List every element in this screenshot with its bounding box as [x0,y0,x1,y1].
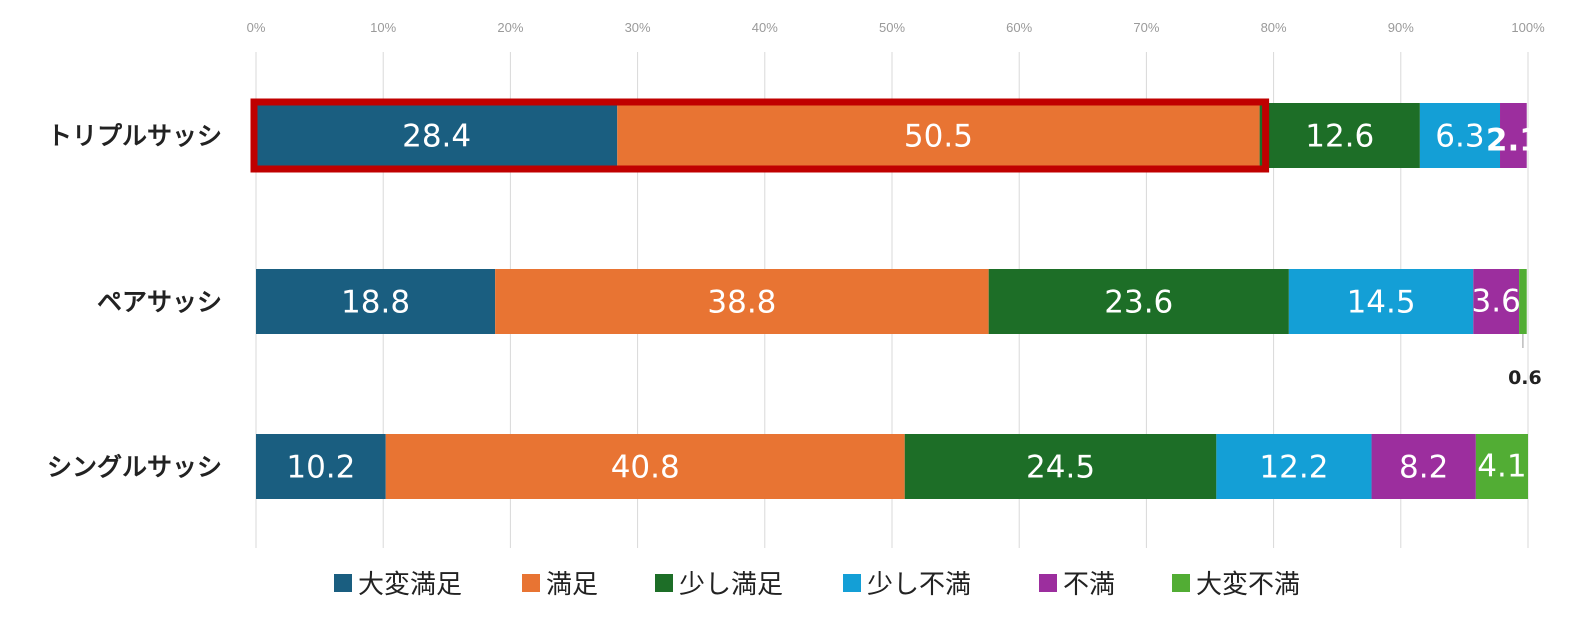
x-tick-label: 100% [1511,20,1545,35]
category-label: ペアサッシ [97,288,222,317]
category-label: シングルサッシ [47,453,222,482]
legend-swatch [843,574,861,592]
data-label: 23.6 [1104,285,1173,321]
bar-segment [1475,434,1528,499]
data-labels: 28.4 50.5 12.6 6.3 2.1 18.8 38.8 23.6 14.5 3.6 0.6… [286,119,1541,486]
legend-swatch [1172,574,1190,592]
bar-segment [617,103,1260,168]
bar-segment [256,269,496,334]
data-label: 18.8 [341,285,410,321]
legend-label: 不満 [1063,570,1115,600]
bar-segment [1216,434,1372,499]
data-label: 12.2 [1259,450,1328,486]
bar-segment [1419,103,1501,168]
data-label: 12.6 [1305,119,1374,155]
legend-label: 満足 [546,570,598,600]
bar-segment [256,434,386,499]
bar-segment [1259,103,1420,168]
bar-segment [495,269,989,334]
data-label: 8.2 [1399,450,1448,486]
x-tick-label: 90% [1388,20,1414,35]
bar-segment [1473,269,1520,334]
x-tick-label: 70% [1133,20,1159,35]
x-tick-label: 80% [1261,20,1287,35]
legend-swatch [1039,574,1057,592]
legend-label: 少し不満 [867,570,971,600]
x-tick-label: 30% [625,20,651,35]
data-label: 6.3 [1435,119,1484,155]
x-axis-ticks: 0% 10% 20% 30% 40% 50% 60% 70% 80% 90% 100% [247,20,1545,35]
legend-label: 少し満足 [679,570,783,600]
bar-segment [904,434,1217,499]
category-label: トリプルサッシ [47,122,222,151]
x-tick-label: 60% [1006,20,1032,35]
bar-segment [1519,269,1527,334]
data-label: 0.6 [1508,367,1542,389]
bar-segment [385,434,905,499]
bars [256,103,1528,499]
data-label: 28.4 [402,119,471,155]
legend: 大変満足 満足 少し満足 少し不満 不満 大変不満 [334,570,1300,600]
legend-swatch [522,574,540,592]
x-tick-label: 40% [752,20,778,35]
data-label: 14.5 [1347,285,1416,321]
legend-label: 大変満足 [358,570,462,600]
highlight-box [250,98,1270,173]
x-tick-label: 0% [247,20,266,35]
bar-segment [1500,103,1527,168]
data-label: 2.1 [1486,123,1541,159]
data-label: 3.6 [1472,284,1521,320]
x-tick-label: 50% [879,20,905,35]
data-label: 38.8 [707,285,776,321]
data-label: 40.8 [611,450,680,486]
legend-label: 大変不満 [1196,570,1300,600]
bar-segment [988,269,1289,334]
bar-segment [1288,269,1474,334]
bar-segment [256,103,618,168]
data-label: 10.2 [286,450,355,486]
legend-swatch [655,574,673,592]
legend-swatch [334,574,352,592]
x-tick-label: 20% [497,20,523,35]
x-tick-label: 10% [370,20,396,35]
highlight-rect [250,98,1270,173]
data-label: 50.5 [904,119,973,155]
data-label: 24.5 [1026,450,1095,486]
bar-segment [1371,434,1476,499]
data-label: 4.1 [1477,449,1526,485]
